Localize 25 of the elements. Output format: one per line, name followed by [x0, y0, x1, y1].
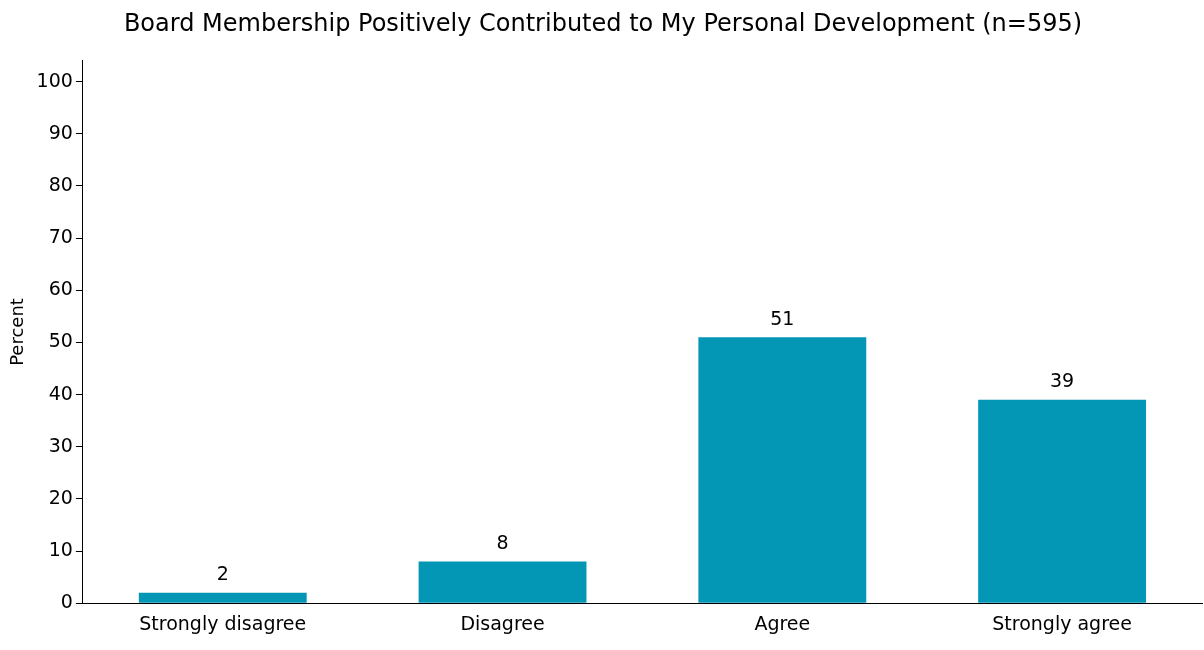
y-tick-label: 80	[48, 172, 73, 195]
data-label: 39	[1050, 369, 1075, 392]
chart-title: Board Membership Positively Contributed to My Personal Development (n=595)	[123, 8, 1083, 37]
y-tick-label: 20	[48, 485, 73, 508]
x-tick-label: Strongly disagree	[139, 611, 307, 634]
y-tick-label: 10	[48, 537, 73, 560]
data-label: 8	[496, 530, 509, 553]
x-tick-label: Strongly agree	[992, 611, 1132, 634]
y-tick-label: 30	[48, 433, 73, 456]
y-tick-label: 40	[48, 381, 73, 404]
data-label: 2	[216, 562, 229, 585]
x-tick-label: Disagree	[460, 611, 545, 634]
bar	[138, 592, 307, 603]
y-axis-title: Percent	[6, 298, 28, 366]
y-tick-label: 0	[60, 590, 73, 613]
bar	[978, 399, 1147, 603]
y-tick-label: 50	[48, 329, 73, 352]
y-tick-label: 100	[36, 68, 73, 91]
y-tick-label: 70	[48, 225, 73, 248]
x-tick-label: Agree	[754, 611, 811, 634]
bar	[418, 561, 587, 603]
y-tick-label: 60	[48, 277, 73, 300]
bar	[698, 337, 867, 603]
data-label: 51	[770, 306, 795, 329]
y-tick-label: 90	[48, 120, 73, 143]
